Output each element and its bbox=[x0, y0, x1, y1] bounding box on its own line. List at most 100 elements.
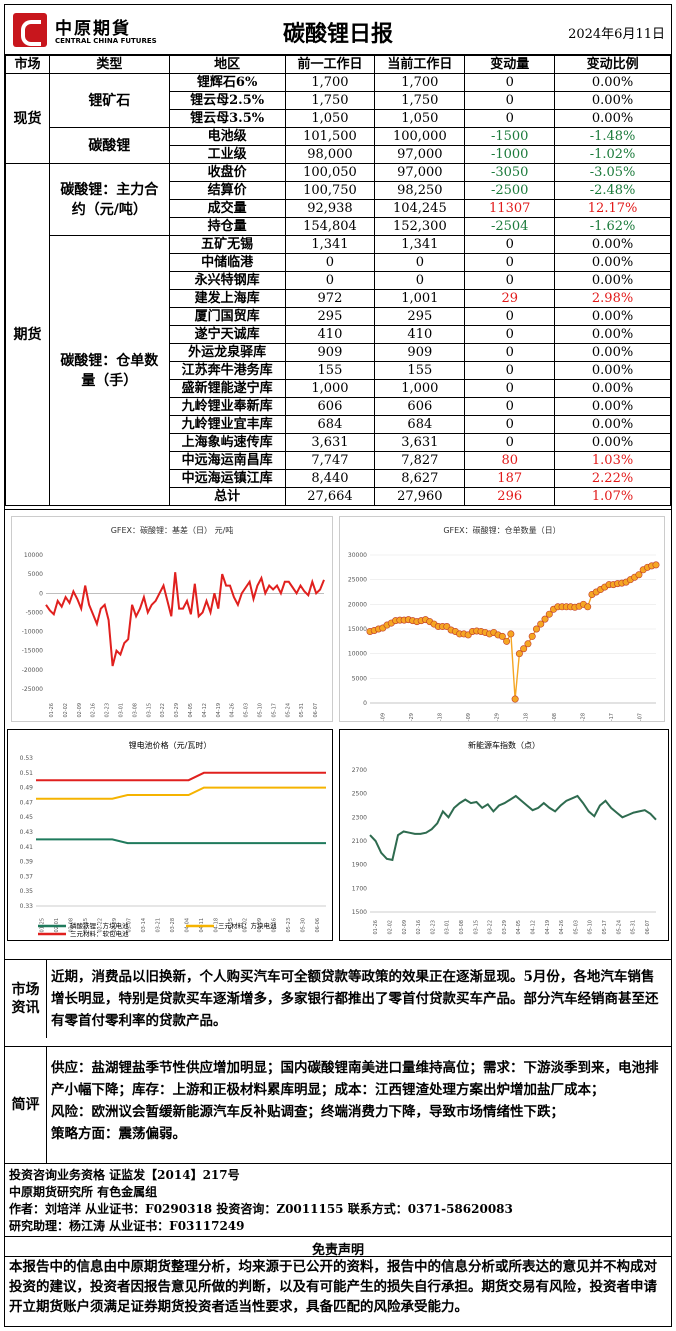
footer-author: 作者：刘培洋 从业证书：F0290318 投资咨询：Z0011155 联系方式：… bbox=[9, 1202, 513, 1216]
x-tick-label: 06-07 bbox=[313, 703, 319, 718]
series-line bbox=[45, 572, 325, 667]
x-tick-label: 03-07 bbox=[126, 918, 132, 933]
cell-change-pct: 12.17% bbox=[554, 199, 671, 218]
cell-area: 江苏奔牛港务库 bbox=[168, 361, 286, 380]
cell-curr: 684 bbox=[374, 415, 466, 434]
x-tick-label: 04-05 bbox=[188, 703, 194, 718]
y-tick-label: -15000 bbox=[22, 648, 43, 655]
disclaimer-title: 免责声明 bbox=[5, 1239, 671, 1258]
x-tick-label: 05-02 bbox=[242, 918, 248, 933]
x-tick-label: 03-15 bbox=[473, 920, 479, 935]
cell-curr: 295 bbox=[374, 307, 466, 326]
x-tick-label: 04-12 bbox=[530, 920, 536, 935]
data-point bbox=[635, 571, 643, 579]
cell-area: 持仓量 bbox=[168, 217, 286, 236]
x-tick-label: 02-15 bbox=[83, 918, 89, 933]
cell-prev: 101,500 bbox=[284, 127, 376, 146]
cell-change-pct: 0.00% bbox=[554, 91, 671, 110]
cell-curr: 100,000 bbox=[374, 127, 466, 146]
review-text: 供应：盐湖锂盐季节性供应增加明显；国内碳酸锂南美进口量维持高位；需求：下游淡季到… bbox=[51, 1057, 665, 1145]
cell-change: -1500 bbox=[464, 127, 556, 146]
x-tick-label: 05-09 bbox=[257, 918, 263, 933]
y-tick-label: 0.53 bbox=[20, 755, 34, 762]
cell-prev: 410 bbox=[284, 325, 376, 344]
cell-curr: 104,245 bbox=[374, 199, 466, 218]
cell-change-pct: 2.22% bbox=[554, 469, 671, 488]
x-tick-label: 02-16 bbox=[91, 703, 97, 718]
footer-institute: 中原期货研究所 有色金属组 bbox=[9, 1185, 158, 1199]
table-row: 盛新锂能遂宁库 1,000 1,000 0 0.00% bbox=[6, 379, 671, 398]
x-tick-label: 04-18 bbox=[523, 713, 529, 721]
cell-area: 九岭锂业宜丰库 bbox=[168, 415, 286, 434]
x-tick-label: 07-07 bbox=[638, 713, 644, 721]
basis-chart-title: GFEX：碳酸锂：基差（日） 元/吨 bbox=[110, 526, 234, 535]
cell-area: 上海象屿速传库 bbox=[168, 433, 286, 452]
cell-change-pct: 0.00% bbox=[554, 361, 671, 380]
x-tick-label: 02-23 bbox=[430, 920, 436, 935]
cell-prev: 0 bbox=[284, 253, 376, 272]
series-line bbox=[36, 838, 326, 845]
y-tick-label: 2300 bbox=[352, 814, 367, 821]
cell-curr: 97,000 bbox=[374, 145, 466, 164]
cell-prev: 606 bbox=[284, 397, 376, 416]
cell-change: 296 bbox=[464, 487, 556, 506]
cell-area: 工业级 bbox=[168, 145, 286, 164]
cell-change-pct: 1.03% bbox=[554, 451, 671, 470]
x-tick-label: 04-25 bbox=[228, 918, 234, 933]
cell-prev: 92,938 bbox=[284, 199, 376, 218]
cell-change: 0 bbox=[464, 433, 556, 452]
market-futures-cell: 期货 bbox=[5, 163, 50, 506]
y-tick-label: 2700 bbox=[352, 767, 367, 774]
cell-change: 11307 bbox=[464, 199, 556, 218]
x-tick-label: 02-29 bbox=[112, 918, 118, 933]
x-tick-label: 03-01 bbox=[118, 703, 124, 718]
header-change-pct: 变动比例 bbox=[554, 55, 671, 74]
cell-area: 外运龙泉驿库 bbox=[168, 343, 286, 362]
cell-prev: 98,000 bbox=[284, 145, 376, 164]
x-tick-label: 03-14 bbox=[141, 918, 147, 933]
data-point bbox=[507, 630, 515, 638]
data-point bbox=[584, 603, 592, 611]
x-tick-label: 03-09 bbox=[466, 713, 472, 721]
nev-index-chart: 新能源车指数（点） 2700 2500 2300 2100 1900 1700 1500 01… bbox=[339, 729, 669, 941]
x-tick-label: 01-26 bbox=[373, 920, 379, 935]
cell-change-pct: 1.07% bbox=[554, 487, 671, 506]
cell-change: 0 bbox=[464, 415, 556, 434]
y-tick-label: 2500 bbox=[352, 791, 367, 798]
cell-area: 中远海运南昌库 bbox=[168, 451, 286, 470]
review-text-risk: 风险：欧洲议会暂缓新能源汽车反补贴调查；终端消费力下降，导致市场情绪性下跌； bbox=[51, 1104, 564, 1120]
cell-prev: 27,664 bbox=[284, 487, 376, 506]
cell-curr: 1,750 bbox=[374, 91, 466, 110]
x-tick-label: 03-29 bbox=[495, 713, 501, 721]
x-tick-label: 06-07 bbox=[645, 920, 651, 935]
cell-change: 0 bbox=[464, 91, 556, 110]
header-type: 类型 bbox=[48, 55, 170, 74]
x-tick-label: 04-19 bbox=[216, 703, 222, 718]
cell-change: 0 bbox=[464, 109, 556, 128]
report-page: 中原期貨 CENTRAL CHINA FUTURES 碳酸锂日报 2024年6月… bbox=[4, 4, 672, 1327]
x-tick-label: 03-22 bbox=[488, 920, 494, 935]
x-tick-label: 05-17 bbox=[602, 920, 608, 935]
table-row: 碳酸锂 电池级 101,500 100,000 -1500 -1.48% bbox=[6, 127, 671, 164]
x-tick-label: 05-31 bbox=[631, 920, 637, 935]
type-carbonate-cell: 碳酸锂 bbox=[48, 127, 170, 164]
cell-prev: 1,050 bbox=[284, 109, 376, 128]
y-tick-label: 5000 bbox=[352, 675, 367, 682]
cell-curr: 155 bbox=[374, 361, 466, 380]
x-tick-label: 02-22 bbox=[97, 918, 103, 933]
x-tick-label: 03-29 bbox=[409, 713, 415, 721]
cell-prev: 3,631 bbox=[284, 433, 376, 452]
table-row: 工业级 98,000 97,000 -1000 -1.02% bbox=[6, 145, 671, 164]
market-news-section: 市场资讯 近期，消费品以旧换新，个人购买汽车可全额贷款等政策的效果正在逐渐显现。… bbox=[5, 959, 671, 1038]
type-ore-cell: 锂矿石 bbox=[48, 73, 170, 128]
table-row: 锂云母2.5% 1,750 1,750 0 0.00% bbox=[6, 91, 671, 110]
y-tick-label: 2100 bbox=[352, 838, 367, 845]
x-tick-label: 02-18 bbox=[438, 713, 444, 721]
cell-curr: 27,960 bbox=[374, 487, 466, 506]
report-title: 碳酸锂日报 bbox=[282, 21, 393, 47]
type-warrant-cell: 碳酸锂：仓单数量（手） bbox=[48, 235, 170, 506]
series-line bbox=[36, 771, 326, 782]
cell-curr: 410 bbox=[374, 325, 466, 344]
x-tick-label: 05-31 bbox=[299, 703, 305, 718]
data-point bbox=[541, 615, 549, 623]
